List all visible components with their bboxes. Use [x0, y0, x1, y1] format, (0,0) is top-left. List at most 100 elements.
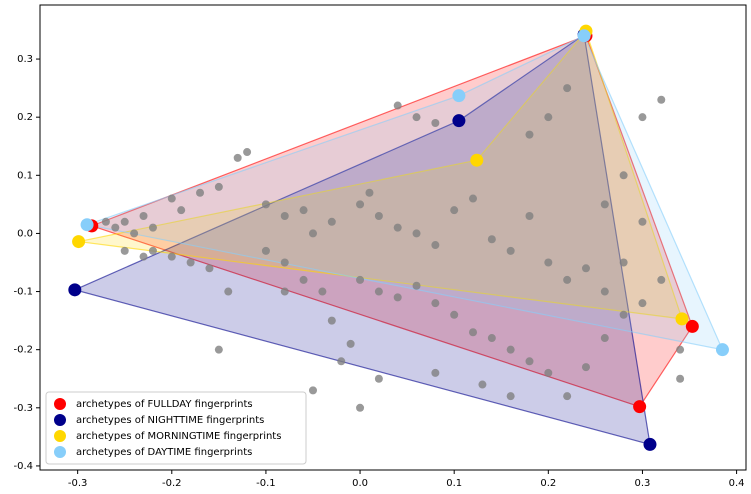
point — [563, 275, 572, 284]
y-tick-label: -0.3 — [13, 403, 33, 414]
point — [148, 246, 157, 255]
point — [167, 252, 176, 261]
point — [374, 374, 383, 383]
point — [393, 293, 402, 302]
point — [600, 200, 609, 209]
point — [478, 380, 487, 389]
point — [563, 84, 572, 93]
point — [205, 264, 214, 273]
point — [327, 316, 336, 325]
point — [412, 229, 421, 238]
point — [638, 113, 647, 122]
point — [356, 403, 365, 412]
point — [101, 217, 110, 226]
point — [120, 217, 129, 226]
archetype — [68, 283, 82, 297]
archetype — [452, 114, 466, 128]
point — [346, 339, 355, 348]
point — [224, 287, 233, 296]
point — [525, 211, 534, 220]
point — [657, 275, 666, 284]
archetype — [577, 29, 591, 43]
point — [280, 211, 289, 220]
archetype — [715, 343, 729, 357]
point — [374, 287, 383, 296]
point — [139, 252, 148, 261]
point — [393, 101, 402, 110]
point — [280, 258, 289, 267]
point — [431, 368, 440, 377]
point — [148, 223, 157, 232]
point — [525, 130, 534, 139]
point — [337, 357, 346, 366]
legend-label: archetypes of MORNINGTIME fingerprints — [76, 431, 281, 442]
point — [186, 258, 195, 267]
legend-label: archetypes of NIGHTTIME fingerprints — [76, 415, 264, 426]
point — [233, 153, 242, 162]
point — [450, 310, 459, 319]
point — [581, 264, 590, 273]
point — [167, 194, 176, 203]
legend-marker — [54, 430, 66, 442]
point — [120, 246, 129, 255]
archetype — [452, 89, 466, 103]
archetype — [685, 319, 699, 333]
point — [261, 200, 270, 209]
legend-label: archetypes of DAYTIME fingerprints — [76, 447, 252, 458]
point — [412, 113, 421, 122]
archetype — [72, 235, 86, 249]
y-tick-label: -0.2 — [13, 345, 33, 356]
point — [619, 310, 628, 319]
archetype — [80, 218, 94, 232]
legend-label: archetypes of FULLDAY fingerprints — [76, 399, 253, 410]
point — [600, 287, 609, 296]
point — [327, 217, 336, 226]
point — [130, 229, 139, 238]
point — [214, 345, 223, 354]
point — [676, 374, 685, 383]
x-tick-label: 0.2 — [540, 478, 556, 489]
y-tick-label: 0.1 — [17, 170, 33, 181]
point — [600, 334, 609, 343]
x-tick-label: 0.1 — [446, 478, 462, 489]
y-tick-label: -0.1 — [13, 287, 33, 298]
point — [111, 223, 120, 232]
point — [487, 334, 496, 343]
frame — [39, 4, 747, 471]
point — [299, 275, 308, 284]
archetype — [633, 400, 647, 414]
legend-marker — [54, 414, 66, 426]
archetype — [470, 153, 484, 167]
archetype — [643, 437, 657, 451]
point — [581, 363, 590, 372]
point — [177, 206, 186, 215]
y-tick-label: 0.3 — [17, 54, 33, 65]
point — [431, 241, 440, 250]
point — [308, 229, 317, 238]
x-tick-label: 0.4 — [729, 478, 745, 489]
point — [299, 206, 308, 215]
x-tick-label: -0.1 — [256, 478, 276, 489]
point — [139, 211, 148, 220]
point — [243, 148, 252, 157]
point — [431, 299, 440, 308]
point — [506, 392, 515, 401]
point — [544, 368, 553, 377]
point — [356, 275, 365, 284]
legend: archetypes of FULLDAY fingerprints archet… — [45, 391, 307, 465]
point — [525, 357, 534, 366]
point — [374, 211, 383, 220]
point — [506, 345, 515, 354]
point — [318, 287, 327, 296]
point — [619, 171, 628, 180]
point — [619, 258, 628, 267]
point — [261, 246, 270, 255]
point — [638, 217, 647, 226]
point — [308, 386, 317, 395]
point — [356, 200, 365, 209]
archetype — [675, 312, 689, 326]
y-tick-label: 0.2 — [17, 112, 33, 123]
point — [638, 299, 647, 308]
point — [469, 194, 478, 203]
